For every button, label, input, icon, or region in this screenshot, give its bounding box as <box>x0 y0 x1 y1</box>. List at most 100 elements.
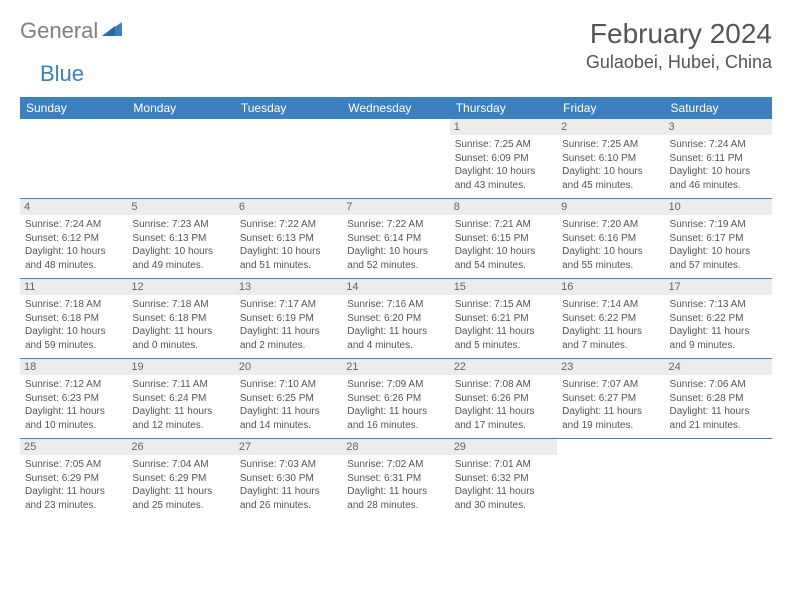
day-info: Sunrise: 7:06 AMSunset: 6:28 PMDaylight:… <box>670 378 767 432</box>
day-number: 4 <box>20 199 127 215</box>
day-info: Sunrise: 7:16 AMSunset: 6:20 PMDaylight:… <box>347 298 444 352</box>
day-number: 27 <box>235 439 342 455</box>
day-info: Sunrise: 7:25 AMSunset: 6:09 PMDaylight:… <box>455 138 552 192</box>
calendar-empty-cell <box>127 119 234 199</box>
day-info: Sunrise: 7:08 AMSunset: 6:26 PMDaylight:… <box>455 378 552 432</box>
day-info: Sunrise: 7:11 AMSunset: 6:24 PMDaylight:… <box>132 378 229 432</box>
calendar-day-cell: 3Sunrise: 7:24 AMSunset: 6:11 PMDaylight… <box>665 119 772 199</box>
calendar-day-cell: 18 Sunrise: 7:12 AMSunset: 6:23 PMDayligh… <box>20 359 127 439</box>
calendar-empty-cell <box>20 119 127 199</box>
day-number: 9 <box>557 199 664 215</box>
day-number: 20 <box>235 359 342 375</box>
weekday-header: Friday <box>557 97 664 119</box>
weekday-header: Wednesday <box>342 97 449 119</box>
day-info: Sunrise: 7:05 AMSunset: 6:29 PMDaylight:… <box>25 458 122 512</box>
day-info: Sunrise: 7:24 AMSunset: 6:12 PMDaylight:… <box>25 218 122 272</box>
calendar-week-row: 1 Sunrise: 7:25 AMSunset: 6:09 PMDaylight… <box>20 119 772 199</box>
day-info: Sunrise: 7:13 AMSunset: 6:22 PMDaylight:… <box>670 298 767 352</box>
calendar-day-cell: 21 Sunrise: 7:09 AMSunset: 6:26 PMDayligh… <box>342 359 449 439</box>
day-number: 13 <box>235 279 342 295</box>
day-info: Sunrise: 7:18 AMSunset: 6:18 PMDaylight:… <box>25 298 122 352</box>
day-number: 3 <box>665 119 772 135</box>
calendar-week-row: 4 Sunrise: 7:24 AMSunset: 6:12 PMDaylight… <box>20 199 772 279</box>
calendar-day-cell: 29 Sunrise: 7:01 AMSunset: 6:32 PMDayligh… <box>450 439 557 519</box>
day-info: Sunrise: 7:22 AMSunset: 6:13 PMDaylight:… <box>240 218 337 272</box>
day-info: Sunrise: 7:19 AMSunset: 6:17 PMDaylight:… <box>670 218 767 272</box>
logo: General <box>20 18 124 44</box>
day-number: 14 <box>342 279 449 295</box>
calendar-day-cell: 20 Sunrise: 7:10 AMSunset: 6:25 PMDayligh… <box>235 359 342 439</box>
day-number: 26 <box>127 439 234 455</box>
weekday-header: Sunday <box>20 97 127 119</box>
calendar-day-cell: 1 Sunrise: 7:25 AMSunset: 6:09 PMDaylight… <box>450 119 557 199</box>
day-number: 7 <box>342 199 449 215</box>
day-number: 6 <box>235 199 342 215</box>
day-number: 5 <box>127 199 234 215</box>
day-info: Sunrise: 7:20 AMSunset: 6:16 PMDaylight:… <box>562 218 659 272</box>
day-number: 16 <box>557 279 664 295</box>
calendar-day-cell: 19 Sunrise: 7:11 AMSunset: 6:24 PMDayligh… <box>127 359 234 439</box>
calendar-day-cell: 4 Sunrise: 7:24 AMSunset: 6:12 PMDaylight… <box>20 199 127 279</box>
calendar-day-cell: 12 Sunrise: 7:18 AMSunset: 6:18 PMDayligh… <box>127 279 234 359</box>
calendar-table: SundayMondayTuesdayWednesdayThursdayFrid… <box>20 97 772 518</box>
day-info: Sunrise: 7:25 AMSunset: 6:10 PMDaylight:… <box>562 138 659 192</box>
logo-text-blue: Blue <box>40 61 84 86</box>
calendar-day-cell: 24 Sunrise: 7:06 AMSunset: 6:28 PMDayligh… <box>665 359 772 439</box>
day-info: Sunrise: 7:10 AMSunset: 6:25 PMDaylight:… <box>240 378 337 432</box>
calendar-day-cell: 11 Sunrise: 7:18 AMSunset: 6:18 PMDayligh… <box>20 279 127 359</box>
calendar-empty-cell <box>342 119 449 199</box>
day-info: Sunrise: 7:18 AMSunset: 6:18 PMDaylight:… <box>132 298 229 352</box>
day-number: 23 <box>557 359 664 375</box>
calendar-week-row: 18 Sunrise: 7:12 AMSunset: 6:23 PMDayligh… <box>20 359 772 439</box>
calendar-day-cell: 14 Sunrise: 7:16 AMSunset: 6:20 PMDayligh… <box>342 279 449 359</box>
day-info: Sunrise: 7:01 AMSunset: 6:32 PMDaylight:… <box>455 458 552 512</box>
calendar-day-cell: 22 Sunrise: 7:08 AMSunset: 6:26 PMDayligh… <box>450 359 557 439</box>
day-info: Sunrise: 7:17 AMSunset: 6:19 PMDaylight:… <box>240 298 337 352</box>
logo-text-general: General <box>20 18 98 44</box>
day-info: Sunrise: 7:22 AMSunset: 6:14 PMDaylight:… <box>347 218 444 272</box>
calendar-day-cell: 13 Sunrise: 7:17 AMSunset: 6:19 PMDayligh… <box>235 279 342 359</box>
weekday-header: Monday <box>127 97 234 119</box>
calendar-empty-cell <box>235 119 342 199</box>
calendar-empty-cell <box>665 439 772 519</box>
calendar-day-cell: 28Sunrise: 7:02 AMSunset: 6:31 PMDayligh… <box>342 439 449 519</box>
day-number: 25 <box>20 439 127 455</box>
calendar-body: 1 Sunrise: 7:25 AMSunset: 6:09 PMDaylight… <box>20 119 772 518</box>
day-number: 24 <box>665 359 772 375</box>
day-number: 15 <box>450 279 557 295</box>
day-info: Sunrise: 7:15 AMSunset: 6:21 PMDaylight:… <box>455 298 552 352</box>
calendar-day-cell: 16 Sunrise: 7:14 AMSunset: 6:22 PMDayligh… <box>557 279 664 359</box>
calendar-week-row: 11 Sunrise: 7:18 AMSunset: 6:18 PMDayligh… <box>20 279 772 359</box>
day-info: Sunrise: 7:04 AMSunset: 6:29 PMDaylight:… <box>132 458 229 512</box>
day-number: 11 <box>20 279 127 295</box>
day-number: 18 <box>20 359 127 375</box>
calendar-day-cell: 9 Sunrise: 7:20 AMSunset: 6:16 PMDaylight… <box>557 199 664 279</box>
day-number: 1 <box>450 119 557 135</box>
weekday-header: Tuesday <box>235 97 342 119</box>
weekday-header: Thursday <box>450 97 557 119</box>
day-number: 29 <box>450 439 557 455</box>
day-number: 21 <box>342 359 449 375</box>
logo-triangle-icon <box>102 20 122 43</box>
calendar-day-cell: 27 Sunrise: 7:03 AMSunset: 6:30 PMDayligh… <box>235 439 342 519</box>
day-number: 17 <box>665 279 772 295</box>
calendar-week-row: 25 Sunrise: 7:05 AMSunset: 6:29 PMDayligh… <box>20 439 772 519</box>
day-number: 12 <box>127 279 234 295</box>
day-info: Sunrise: 7:07 AMSunset: 6:27 PMDaylight:… <box>562 378 659 432</box>
calendar-day-cell: 10Sunrise: 7:19 AMSunset: 6:17 PMDayligh… <box>665 199 772 279</box>
calendar-day-cell: 23 Sunrise: 7:07 AMSunset: 6:27 PMDayligh… <box>557 359 664 439</box>
calendar-day-cell: 25 Sunrise: 7:05 AMSunset: 6:29 PMDayligh… <box>20 439 127 519</box>
calendar-day-cell: 26 Sunrise: 7:04 AMSunset: 6:29 PMDayligh… <box>127 439 234 519</box>
calendar-day-cell: 5Sunrise: 7:23 AMSunset: 6:13 PMDaylight… <box>127 199 234 279</box>
day-info: Sunrise: 7:14 AMSunset: 6:22 PMDaylight:… <box>562 298 659 352</box>
day-info: Sunrise: 7:12 AMSunset: 6:23 PMDaylight:… <box>25 378 122 432</box>
day-number: 19 <box>127 359 234 375</box>
day-number: 22 <box>450 359 557 375</box>
day-info: Sunrise: 7:09 AMSunset: 6:26 PMDaylight:… <box>347 378 444 432</box>
calendar-day-cell: 2Sunrise: 7:25 AMSunset: 6:10 PMDaylight… <box>557 119 664 199</box>
weekday-header: Saturday <box>665 97 772 119</box>
calendar-header-row: SundayMondayTuesdayWednesdayThursdayFrid… <box>20 97 772 119</box>
calendar-empty-cell <box>557 439 664 519</box>
calendar-day-cell: 7 Sunrise: 7:22 AMSunset: 6:14 PMDaylight… <box>342 199 449 279</box>
day-info: Sunrise: 7:03 AMSunset: 6:30 PMDaylight:… <box>240 458 337 512</box>
